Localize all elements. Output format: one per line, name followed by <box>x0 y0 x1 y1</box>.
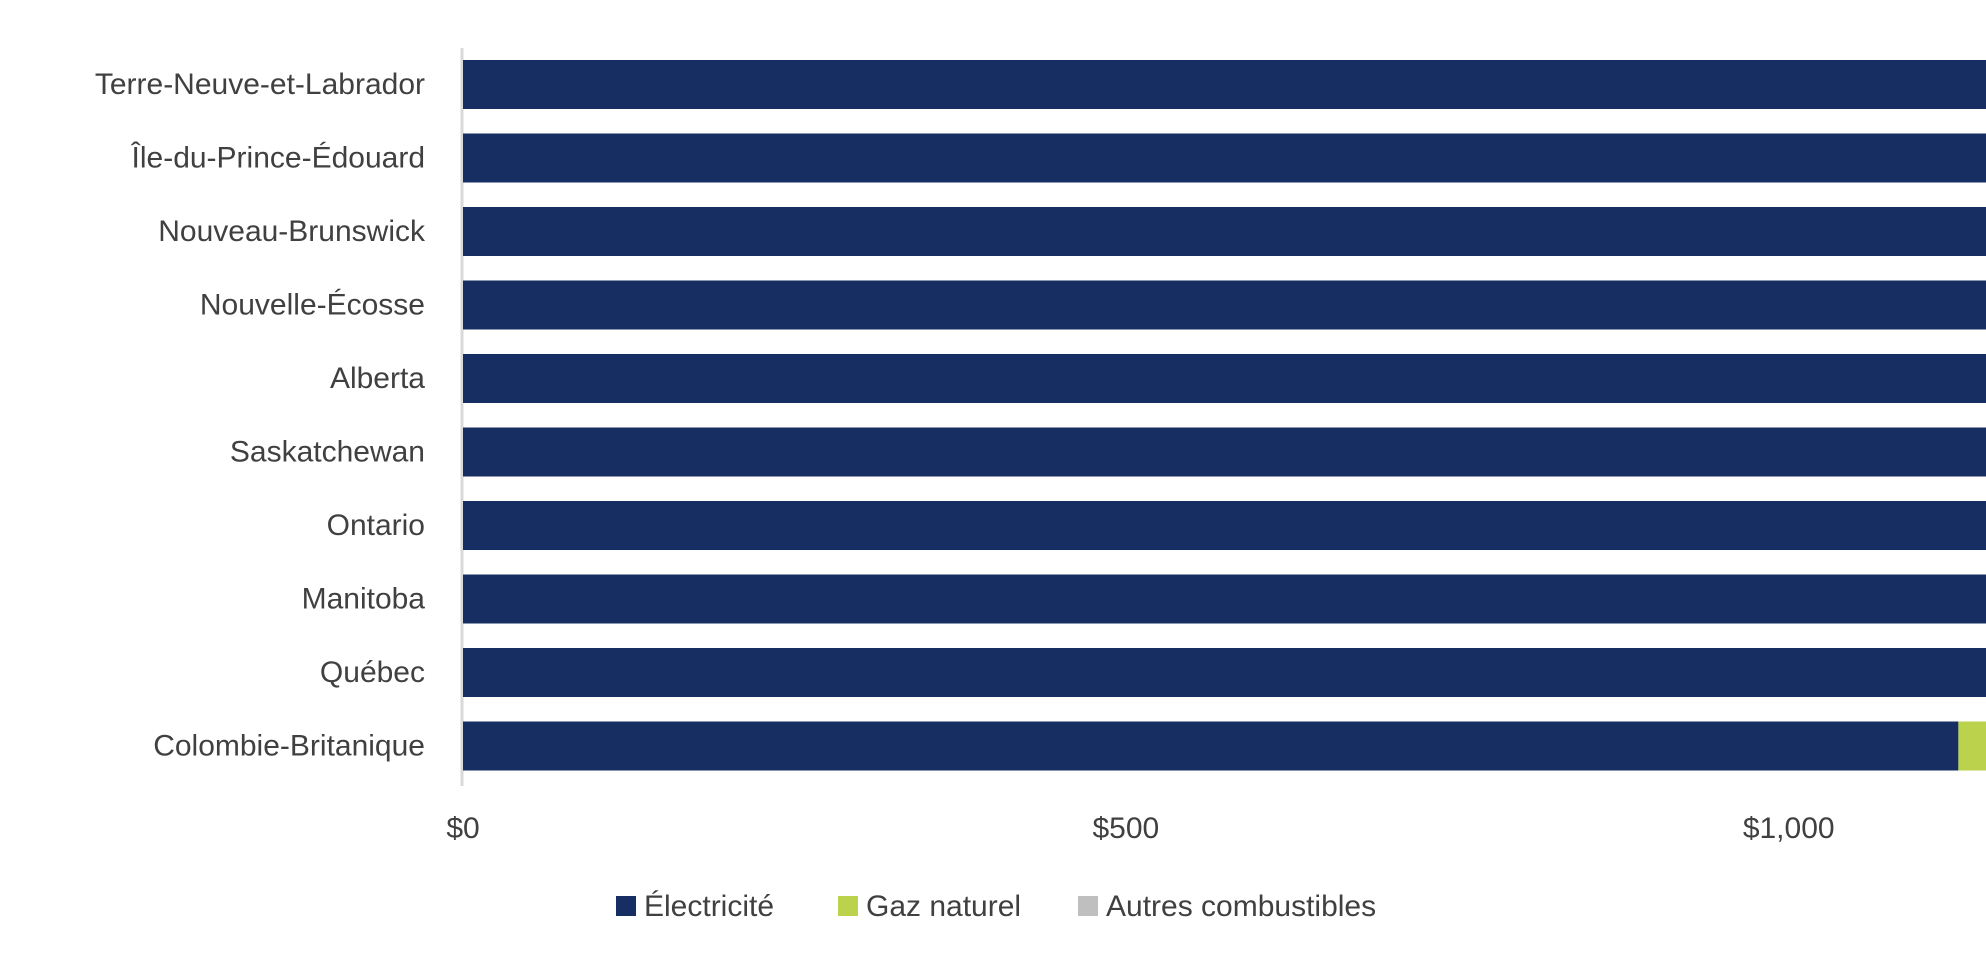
bar-segment <box>463 354 1986 403</box>
x-tick-label: $500 <box>1092 812 1159 845</box>
category-label: Manitoba <box>302 583 426 616</box>
category-label: Alberta <box>330 362 425 395</box>
category-label: Saskatchewan <box>230 436 425 469</box>
bar-segment <box>1958 721 1986 771</box>
x-axis-tick-labels: $0$500$1,000$1,500$2,000$2,500$3,000$3,5… <box>446 812 1835 845</box>
bar-segment <box>463 60 1986 109</box>
category-label: Ontario <box>327 509 425 542</box>
x-tick-label: $1,000 <box>1743 812 1835 845</box>
bar-segment <box>463 574 1986 624</box>
legend-label: Autres combustibles <box>1106 890 1376 923</box>
x-tick-label: $0 <box>446 812 479 845</box>
legend-label: Électricité <box>644 890 774 923</box>
category-label: Nouveau-Brunswick <box>158 215 426 248</box>
category-label: Québec <box>320 656 425 689</box>
category-label: Nouvelle-Écosse <box>200 289 425 322</box>
category-label: Île-du-Prince-Édouard <box>131 142 425 175</box>
category-labels: Terre-Neuve-et-Labrador Île-du-Prince-Édo… <box>95 68 426 763</box>
category-label: Terre-Neuve-et-Labrador <box>95 68 425 101</box>
legend-swatch <box>616 896 636 916</box>
bars-group <box>463 60 1986 771</box>
bar-segment <box>463 721 1959 771</box>
legend-label: Gaz naturel <box>866 890 1021 923</box>
bar-segment <box>463 501 1986 550</box>
legend-swatch <box>838 896 858 916</box>
bar-segment <box>463 427 1986 477</box>
legend: Électricité Gaz naturel Autres combustible… <box>616 890 1376 923</box>
category-label: Colombie-Britanique <box>153 730 425 763</box>
bar-segment <box>463 280 1986 330</box>
bar-segment <box>463 207 1986 256</box>
bar-segment <box>463 133 1986 183</box>
bar-segment <box>463 648 1986 697</box>
legend-swatch <box>1078 896 1098 916</box>
